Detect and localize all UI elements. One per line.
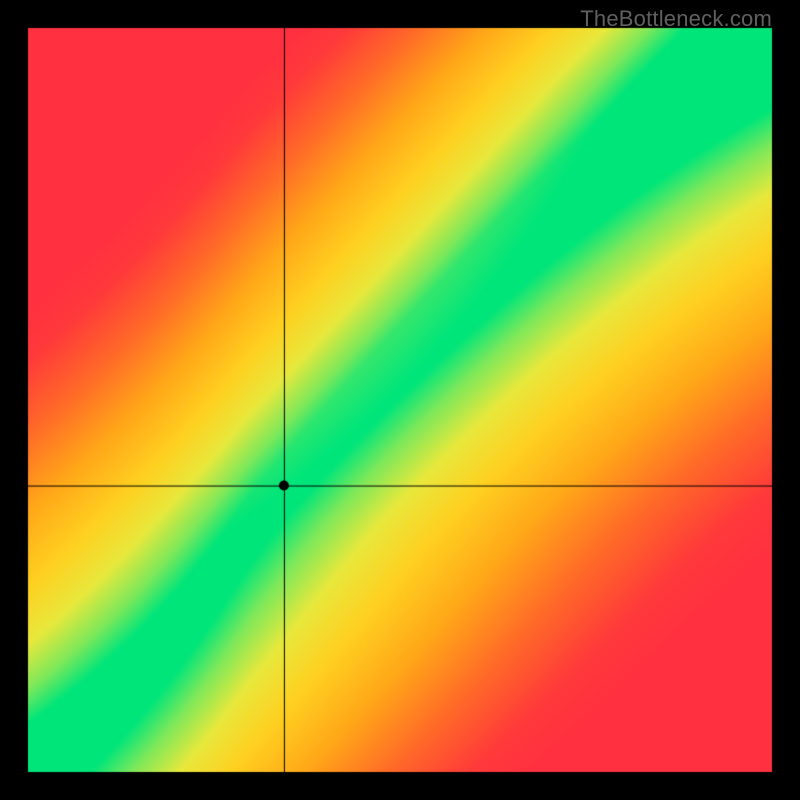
watermark-text: TheBottleneck.com — [580, 6, 772, 32]
heatmap-canvas — [0, 0, 800, 800]
chart-container: TheBottleneck.com — [0, 0, 800, 800]
